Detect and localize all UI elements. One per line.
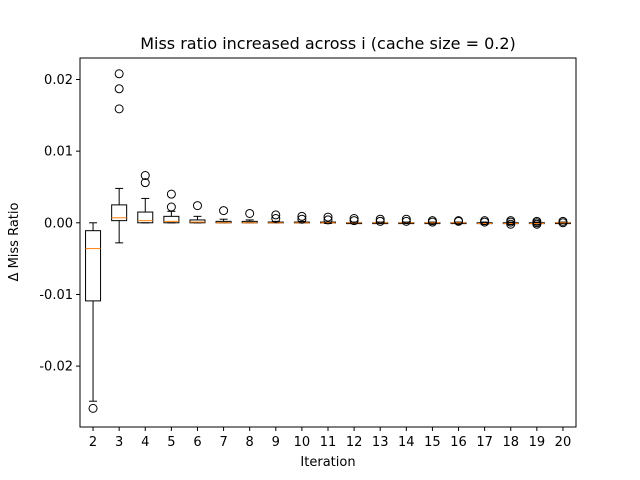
outlier-point — [532, 216, 542, 226]
outlier-point — [140, 171, 150, 181]
outlier-point — [271, 210, 281, 220]
x-tick-label: 5 — [167, 435, 175, 450]
outlier-point — [297, 211, 307, 221]
box-group-5 — [163, 189, 180, 224]
outlier-point — [480, 216, 490, 226]
box-group-3 — [111, 69, 128, 244]
chart-title: Miss ratio increased across i (cache siz… — [140, 34, 516, 53]
x-tick-label: 10 — [294, 435, 311, 450]
x-tick-label: 11 — [320, 435, 337, 450]
box-group-15 — [424, 216, 441, 227]
box-group-12 — [346, 213, 363, 226]
y-tick-label: 0.02 — [44, 73, 73, 88]
x-tick-label: 19 — [529, 435, 546, 450]
outlier-point — [375, 214, 385, 224]
outlier-point — [166, 202, 176, 212]
x-axis-label: Iteration — [300, 455, 355, 470]
y-axis-label: Δ Miss Ratio — [7, 203, 22, 282]
y-tick-label: 0.01 — [44, 145, 73, 160]
outlier-point — [245, 208, 255, 218]
x-tick-label: 12 — [346, 435, 363, 450]
outlier-point — [427, 216, 437, 226]
box-group-16 — [450, 216, 467, 226]
box-group-6 — [189, 201, 206, 224]
box-group-17 — [476, 216, 493, 227]
iqr-box — [163, 215, 180, 224]
outlier-point — [271, 213, 281, 223]
iqr-box — [85, 230, 102, 302]
x-tick-label: 15 — [424, 435, 441, 450]
outlier-point — [323, 212, 333, 222]
x-tick-label: 6 — [193, 435, 201, 450]
box-group-4 — [137, 171, 154, 224]
x-tick-label: 20 — [555, 435, 572, 450]
iqr-box — [111, 204, 128, 222]
box-group-14 — [398, 214, 415, 226]
outlier-point — [88, 403, 98, 413]
box-group-8 — [241, 208, 258, 224]
iqr-box — [189, 219, 206, 224]
y-tick-label: -0.02 — [39, 360, 73, 375]
x-tick-label: 14 — [398, 435, 415, 450]
x-tick-label: 4 — [141, 435, 149, 450]
x-tick-label: 9 — [272, 435, 280, 450]
outlier-point — [192, 201, 202, 211]
box-group-9 — [267, 210, 284, 224]
outlier-point — [114, 69, 124, 79]
y-tick-label: 0.00 — [44, 216, 73, 231]
outlier-point — [140, 178, 150, 188]
x-tick-label: 16 — [450, 435, 467, 450]
outlier-point — [349, 213, 359, 223]
plot-area — [85, 69, 571, 413]
outlier-point — [506, 216, 516, 226]
y-axis: -0.02 -0.01 0.00 0.01 0.02 — [39, 73, 80, 375]
box-group-2 — [85, 222, 102, 413]
x-tick-label: 7 — [219, 435, 227, 450]
iqr-box — [137, 211, 154, 224]
outlier-point — [375, 216, 385, 226]
x-tick-label: 2 — [89, 435, 97, 450]
outlier-point — [219, 206, 229, 216]
outlier-point — [166, 189, 176, 199]
box-group-11 — [320, 212, 336, 225]
box-group-19 — [528, 216, 545, 229]
box-group-13 — [372, 214, 389, 226]
outlier-point — [401, 216, 411, 226]
outlier-point — [454, 216, 464, 226]
outlier-point — [297, 214, 307, 224]
x-tick-label: 8 — [246, 435, 254, 450]
x-tick-label: 18 — [502, 435, 519, 450]
y-tick-label: -0.01 — [39, 288, 73, 303]
outlier-point — [401, 214, 411, 224]
x-tick-label: 13 — [372, 435, 389, 450]
outlier-point — [114, 104, 124, 114]
box-group-18 — [502, 216, 519, 229]
outlier-point — [558, 216, 568, 226]
outlier-point — [114, 84, 124, 94]
outlier-point — [506, 219, 516, 229]
box-group-20 — [554, 216, 571, 228]
x-tick-label: 3 — [115, 435, 123, 450]
box-group-10 — [293, 211, 310, 224]
box-group-7 — [215, 206, 232, 224]
outlier-point — [323, 215, 333, 225]
x-axis: 2 3 4 5 6 7 8 9 10 11 12 13 14 15 16 17 18 19 20 — [89, 427, 571, 450]
x-tick-label: 17 — [476, 435, 493, 450]
outlier-point — [349, 216, 359, 226]
